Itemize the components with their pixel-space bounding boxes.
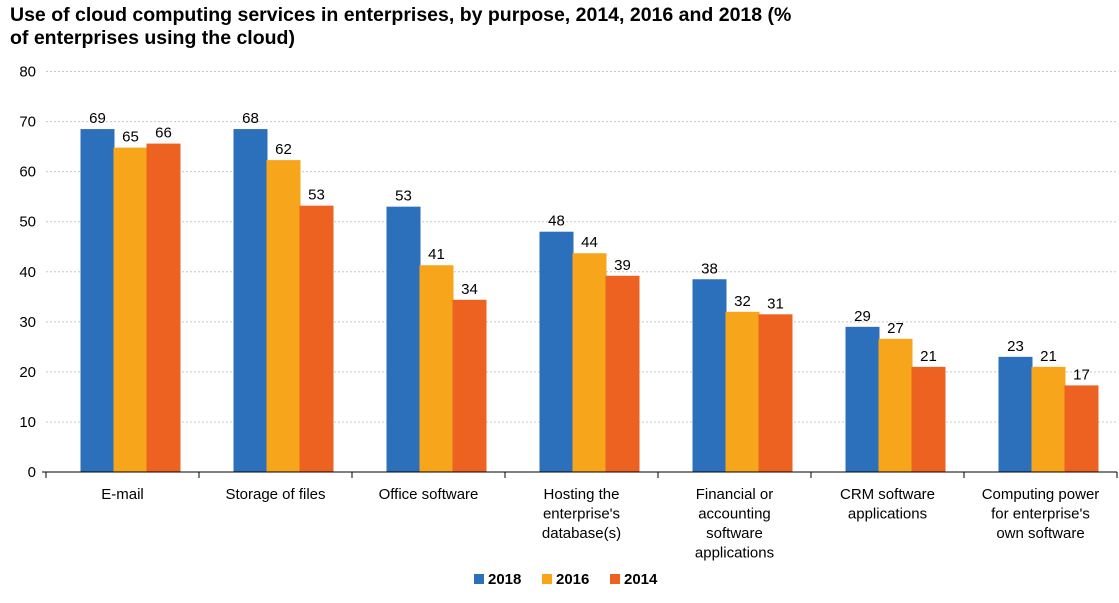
data-label: 65 [122, 129, 139, 146]
data-label: 21 [920, 348, 937, 365]
chart-title-line-1: Use of cloud computing services in enter… [10, 4, 792, 26]
legend-swatch-2014 [610, 574, 620, 584]
y-tick-label: 50 [19, 214, 36, 231]
category-label: Storage of files [225, 486, 325, 503]
data-label: 29 [854, 308, 871, 325]
legend-swatch-2018 [474, 574, 484, 584]
data-label: 17 [1073, 366, 1090, 383]
category-label-line: database(s) [542, 525, 621, 542]
category-label: E-mail [101, 486, 144, 503]
category-label-line: applications [695, 545, 774, 562]
chart-title: Use of cloud computing services in enter… [10, 4, 1010, 50]
category-label-line: Storage of files [225, 486, 325, 503]
data-label: 32 [734, 293, 751, 310]
category-label-line: applications [848, 506, 927, 523]
category-label-line: Financial or [696, 486, 774, 503]
y-tick-label: 60 [19, 164, 36, 181]
legend-label-2016: 2016 [556, 571, 589, 588]
bar-2014 [1064, 385, 1099, 472]
bar-2016 [725, 311, 760, 472]
legend-label-2014: 2014 [624, 571, 658, 588]
y-tick-label: 10 [19, 414, 36, 431]
category-label-line: Computing power [982, 486, 1100, 503]
value-labels: 69 68 53 48 38 29 23 65 62 41 44 32 27 21 66 53 34 39 31 21… [89, 110, 1090, 383]
data-label: 31 [767, 295, 784, 312]
bar-2014 [758, 314, 793, 472]
category-label-line: accounting [698, 506, 771, 523]
category-label-line: software [706, 525, 763, 542]
bar-2018 [539, 231, 574, 472]
axes: 0 10 20 30 40 50 60 70 80 E-mail Storage of files O… [19, 64, 1118, 562]
bar-2018 [233, 129, 268, 472]
category-label: Financial or accounting software applicatio… [695, 486, 774, 562]
category-label-line: enterprise's [543, 506, 620, 523]
chart-title-line-2: of enterprises using the cloud) [10, 27, 295, 49]
bar-2014 [299, 205, 334, 473]
category-label-line: own software [996, 525, 1084, 542]
category-label: Office software [379, 486, 479, 503]
y-tick-label: 80 [19, 64, 36, 81]
legend: 2018 2016 2014 [474, 571, 658, 588]
bar-2018 [386, 206, 421, 472]
bar-2016 [878, 338, 913, 472]
category-label: Computing power for enterprise's own softw… [982, 486, 1100, 542]
data-label: 68 [242, 110, 259, 127]
data-label: 27 [887, 320, 904, 337]
y-tick-label: 40 [19, 264, 36, 281]
data-label: 39 [614, 257, 631, 274]
bar-2016 [1031, 366, 1066, 472]
data-label: 53 [308, 187, 325, 204]
data-label: 66 [155, 125, 172, 142]
category-label: Hosting the enterprise's database(s) [542, 486, 621, 542]
category-label-line: E-mail [101, 486, 144, 503]
y-tick-label: 0 [28, 464, 36, 481]
category-label: CRM software applications [840, 486, 935, 523]
data-label: 34 [461, 281, 478, 298]
bar-2014 [911, 366, 946, 472]
bar-2018 [80, 129, 115, 472]
data-label: 44 [581, 234, 598, 251]
data-label: 41 [428, 246, 445, 263]
bars [80, 129, 1099, 473]
category-label-line: Office software [379, 486, 479, 503]
legend-swatch-2016 [542, 574, 552, 584]
bar-2016 [113, 147, 148, 472]
legend-label-2018: 2018 [488, 571, 521, 588]
category-label-line: CRM software [840, 486, 935, 503]
data-label: 48 [548, 213, 565, 230]
category-label-line: for enterprise's [991, 506, 1090, 523]
bar-2014 [452, 299, 487, 472]
bar-2014 [146, 143, 181, 472]
data-label: 62 [275, 141, 292, 158]
data-label: 23 [1007, 338, 1024, 355]
bar-2016 [572, 253, 607, 472]
bar-2014 [605, 275, 640, 472]
data-label: 53 [395, 188, 412, 205]
bar-2018 [845, 326, 880, 472]
y-tick-label: 30 [19, 314, 36, 331]
y-tick-label: 20 [19, 364, 36, 381]
bar-2018 [692, 279, 727, 472]
data-label: 69 [89, 110, 106, 127]
data-label: 21 [1040, 348, 1057, 365]
bar-2016 [419, 265, 454, 472]
category-label-line: Hosting the [544, 486, 620, 503]
bar-2018 [998, 356, 1033, 472]
data-label: 38 [701, 260, 718, 277]
y-tick-label: 70 [19, 114, 36, 131]
bar-2016 [266, 160, 301, 472]
